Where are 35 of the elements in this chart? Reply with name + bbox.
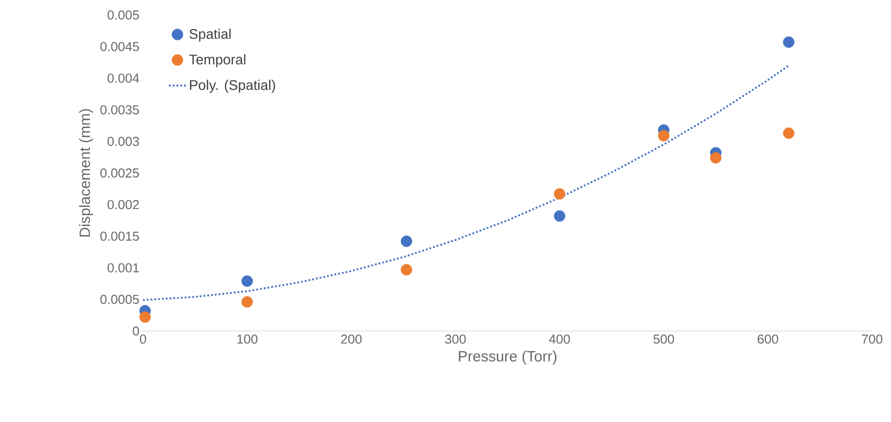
y-tick-label: 0.002 [108,200,139,210]
legend-label: Spatial [190,28,231,42]
x-tick-label: 600 [758,334,778,344]
y-tick-label: 0.0025 [100,168,139,178]
x-tick-label: 700 [862,334,882,344]
legend-label: Temporal [189,54,246,68]
y-tick-label: 0 [132,326,139,336]
y-tick-label: 0.005 [108,10,139,20]
point [710,152,722,164]
point [783,127,794,139]
x-tick-label: 100 [237,334,258,344]
point [241,275,253,287]
point [658,130,670,142]
point [554,210,566,222]
x-tick-label: 300 [445,334,466,344]
y-tick-label: 0.0035 [100,105,139,114]
x-tick-label: 0 [140,334,146,344]
point [241,296,253,308]
y-tick-label: 0.004 [108,74,140,83]
x-tick-label: 500 [653,334,674,344]
y-tick-label: 0.003 [108,136,139,146]
legend-label: Poly. (Spatial) [190,80,276,93]
y-axis-title: Displacement (mm) [79,109,94,237]
point [139,311,151,323]
point [400,264,412,276]
x-tick-label: 400 [549,334,570,344]
point [400,236,412,247]
y-tick-label: 0.0005 [100,294,139,304]
point [554,188,566,200]
point [783,36,794,48]
y-tick-label: 0.001 [108,263,139,272]
x-axis-title: Pressure (Torr) [458,350,556,364]
x-tick-label: 200 [341,334,362,344]
y-tick-label: 0.0015 [100,232,139,241]
y-tick-label: 0.0045 [100,42,139,52]
